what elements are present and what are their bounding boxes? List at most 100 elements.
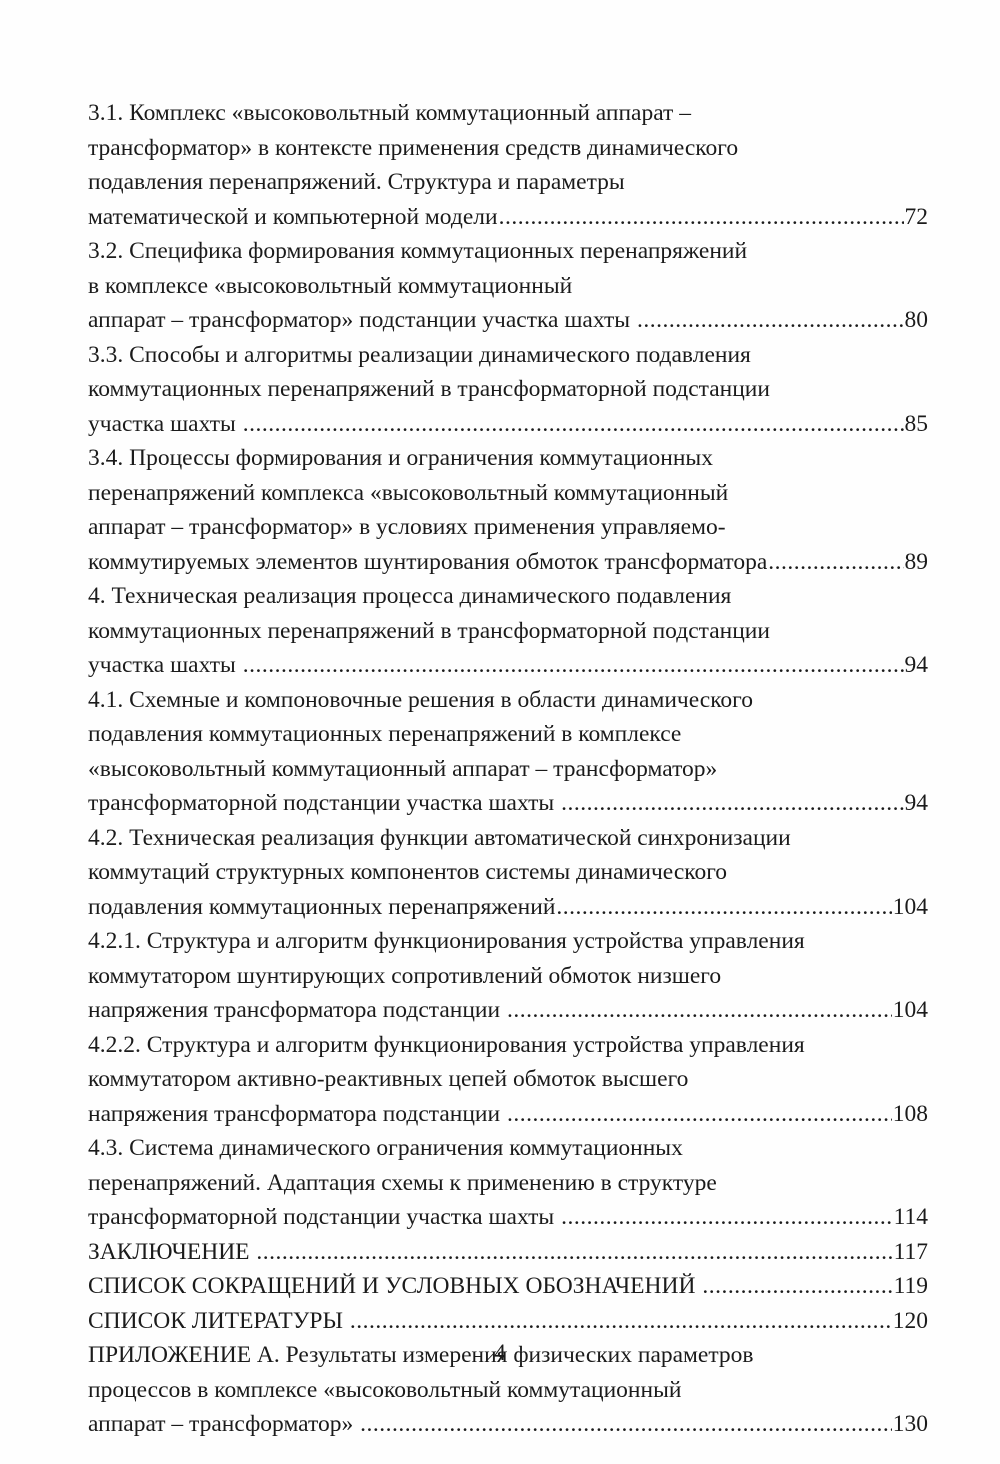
toc-entry-line: процессов в комплексе «высоковольтный ко… <box>88 1376 682 1403</box>
toc-entry-page-number: 104 <box>892 893 928 920</box>
toc-entry-page-number: 94 <box>904 652 929 678</box>
toc-entry-title-end: СПИСОК ЛИТЕРАТУРЫ <box>88 1307 343 1334</box>
toc-entry-tail: подавления коммутационных перенапряжений… <box>88 890 928 925</box>
toc-entry-page-number: 89 <box>904 548 929 575</box>
toc-entry-page-number: 120 <box>892 1307 928 1334</box>
dot-leader <box>702 1269 892 1304</box>
toc-entry-page-number: 119 <box>893 1273 928 1299</box>
toc-entry[interactable]: СПИСОК СОКРАЩЕНИЙ И УСЛОВНЫХ ОБОЗНАЧЕНИЙ… <box>88 1269 928 1304</box>
toc-entry-title-end: СПИСОК СОКРАЩЕНИЙ И УСЛОВНЫХ ОБОЗНАЧЕНИЙ <box>88 1273 696 1299</box>
dot-leader <box>243 407 904 442</box>
dot-leader <box>507 993 892 1028</box>
toc-entry-page-number: 80 <box>904 307 929 333</box>
toc-entry-line: подавления коммутационных перенапряжений… <box>88 721 682 747</box>
toc-entry-tail: трансформаторной подстанции участка шахт… <box>88 786 928 821</box>
toc-entry[interactable]: 3.3. Способы и алгоритмы реализации дина… <box>88 338 928 442</box>
leader-gap <box>554 1200 560 1235</box>
toc-entry-line: 3.3. Способы и алгоритмы реализации дина… <box>88 341 751 368</box>
toc-entry-title-end: математической и компьютерной модели <box>88 203 498 230</box>
toc-entry-line: коммутатором шунтирующих сопротивлений о… <box>88 962 722 989</box>
leader-gap <box>353 1407 359 1442</box>
toc-entry-page-number: 130 <box>892 1411 928 1437</box>
toc-entry[interactable]: 4.2. Техническая реализация функции авто… <box>88 821 928 925</box>
table-of-contents: 3.1. Комплекс «высоковольтный коммутацио… <box>88 96 928 1442</box>
toc-entry-tail: СПИСОК ЛИТЕРАТУРЫ 120 <box>88 1304 928 1339</box>
toc-entry-line: аппарат – трансформатор» в условиях прим… <box>88 514 726 540</box>
toc-entry-line: в комплексе «высоковольтный коммутационн… <box>88 272 573 299</box>
toc-entry[interactable]: 4.1. Схемные и компоновочные решения в о… <box>88 683 928 821</box>
toc-entry-title-end: участка шахты <box>88 410 236 437</box>
toc-entry[interactable]: 3.1. Комплекс «высоковольтный коммутацио… <box>88 96 928 234</box>
toc-entry[interactable]: 3.4. Процессы формирования и ограничения… <box>88 441 928 579</box>
page-number: 4 <box>494 1340 506 1366</box>
toc-entry-line: 3.2. Специфика формирования коммутационн… <box>88 238 748 264</box>
dot-leader <box>360 1407 892 1442</box>
toc-entry-tail: напряжения трансформатора подстанции 108 <box>88 1097 928 1132</box>
toc-entry-title-end: аппарат – трансформатор» подстанции учас… <box>88 307 631 333</box>
dot-leader <box>637 303 904 338</box>
toc-entry-line: 4.2. Техническая реализация функции авто… <box>88 824 791 851</box>
leader-gap <box>236 648 242 683</box>
toc-entry-tail: трансформаторной подстанции участка шахт… <box>88 1200 928 1235</box>
toc-entry-tail: коммутируемых элементов шунтирования обм… <box>88 545 928 580</box>
dot-leader <box>768 545 903 580</box>
dot-leader <box>507 1097 892 1132</box>
dot-leader <box>350 1304 892 1339</box>
toc-entry-line: 3.1. Комплекс «высоковольтный коммутацио… <box>88 100 691 126</box>
toc-entry[interactable]: 4.2.1. Структура и алгоритм функциониров… <box>88 924 928 1028</box>
leader-gap <box>500 993 506 1028</box>
toc-entry-line: «высоковольтный коммутационный аппарат –… <box>88 755 718 782</box>
toc-entry-tail: аппарат – трансформатор» подстанции учас… <box>88 303 928 338</box>
leader-gap <box>250 1235 256 1270</box>
toc-entry-page-number: 72 <box>904 203 929 230</box>
leader-gap <box>554 786 560 821</box>
toc-entry-line: 4.2.2. Структура и алгоритм функциониров… <box>88 1031 805 1058</box>
toc-entry-page-number: 94 <box>904 790 929 816</box>
toc-entry-title-end: коммутируемых элементов шунтирования обм… <box>88 548 768 575</box>
toc-entry-title-end: подавления коммутационных перенапряжений <box>88 893 556 920</box>
toc-entry-title-end: трансформаторной подстанции участка шахт… <box>88 1204 555 1230</box>
toc-entry-line: 4. Техническая реализация процесса динам… <box>88 583 732 609</box>
toc-entry-page-number: 117 <box>893 1238 928 1265</box>
toc-entry-title-end: напряжения трансформатора подстанции <box>88 997 501 1023</box>
toc-entry-page-number: 85 <box>904 410 929 437</box>
toc-entry-title-end: напряжения трансформатора подстанции <box>88 1100 501 1127</box>
toc-entry[interactable]: СПИСОК ЛИТЕРАТУРЫ 120 <box>88 1304 928 1339</box>
leader-gap <box>695 1269 701 1304</box>
leader-gap <box>343 1304 349 1339</box>
toc-entry[interactable]: ЗАКЛЮЧЕНИЕ 117 <box>88 1235 928 1270</box>
toc-entry-page-number: 114 <box>893 1204 928 1230</box>
toc-entry[interactable]: ПРИЛОЖЕНИЕ А. Результаты измерения физич… <box>88 1338 928 1442</box>
toc-entry[interactable]: 4. Техническая реализация процесса динам… <box>88 579 928 683</box>
toc-entry-line: коммутаций структурных компонентов систе… <box>88 859 728 885</box>
toc-entry-tail: участка шахты 94 <box>88 648 928 683</box>
toc-entry-tail: математической и компьютерной модели 72 <box>88 200 928 235</box>
toc-entry-line: ПРИЛОЖЕНИЕ А. Результаты измерения физич… <box>88 1342 754 1368</box>
toc-entry[interactable]: 3.2. Специфика формирования коммутационн… <box>88 234 928 338</box>
toc-entry-tail: ЗАКЛЮЧЕНИЕ 117 <box>88 1235 928 1270</box>
dot-leader <box>561 1200 893 1235</box>
dot-leader <box>556 890 891 925</box>
toc-entry[interactable]: 4.2.2. Структура и алгоритм функциониров… <box>88 1028 928 1132</box>
toc-entry-line: подавления перенапряжений. Структура и п… <box>88 169 625 195</box>
dot-leader <box>256 1235 892 1270</box>
dot-leader <box>499 200 904 235</box>
toc-entry-line: перенапряжений комплекса «высоковольтный… <box>88 479 729 506</box>
toc-entry[interactable]: 4.3. Система динамического ограничения к… <box>88 1131 928 1235</box>
toc-entry-title-end: трансформаторной подстанции участка шахт… <box>88 790 555 816</box>
toc-entry-line: коммутационных перенапряжений в трансфор… <box>88 376 770 402</box>
toc-entry-tail: СПИСОК СОКРАЩЕНИЙ И УСЛОВНЫХ ОБОЗНАЧЕНИЙ… <box>88 1269 928 1304</box>
toc-entry-line: 3.4. Процессы формирования и ограничения… <box>88 445 713 471</box>
toc-entry-line: 4.1. Схемные и компоновочные решения в о… <box>88 686 753 713</box>
leader-gap <box>236 407 242 442</box>
toc-entry-tail: аппарат – трансформатор» 130 <box>88 1407 928 1442</box>
toc-entry-line: 4.3. Система динамического ограничения к… <box>88 1135 683 1161</box>
toc-entry-title-end: участка шахты <box>88 652 236 678</box>
dot-leader <box>243 648 904 683</box>
toc-entry-title-end: ЗАКЛЮЧЕНИЕ <box>88 1238 250 1265</box>
toc-entry-tail: участка шахты 85 <box>88 407 928 442</box>
toc-entry-line: коммутатором активно-реактивных цепей об… <box>88 1066 689 1092</box>
toc-entry-line: перенапряжений. Адаптация схемы к примен… <box>88 1169 717 1196</box>
toc-entry-line: коммутационных перенапряжений в трансфор… <box>88 617 770 644</box>
